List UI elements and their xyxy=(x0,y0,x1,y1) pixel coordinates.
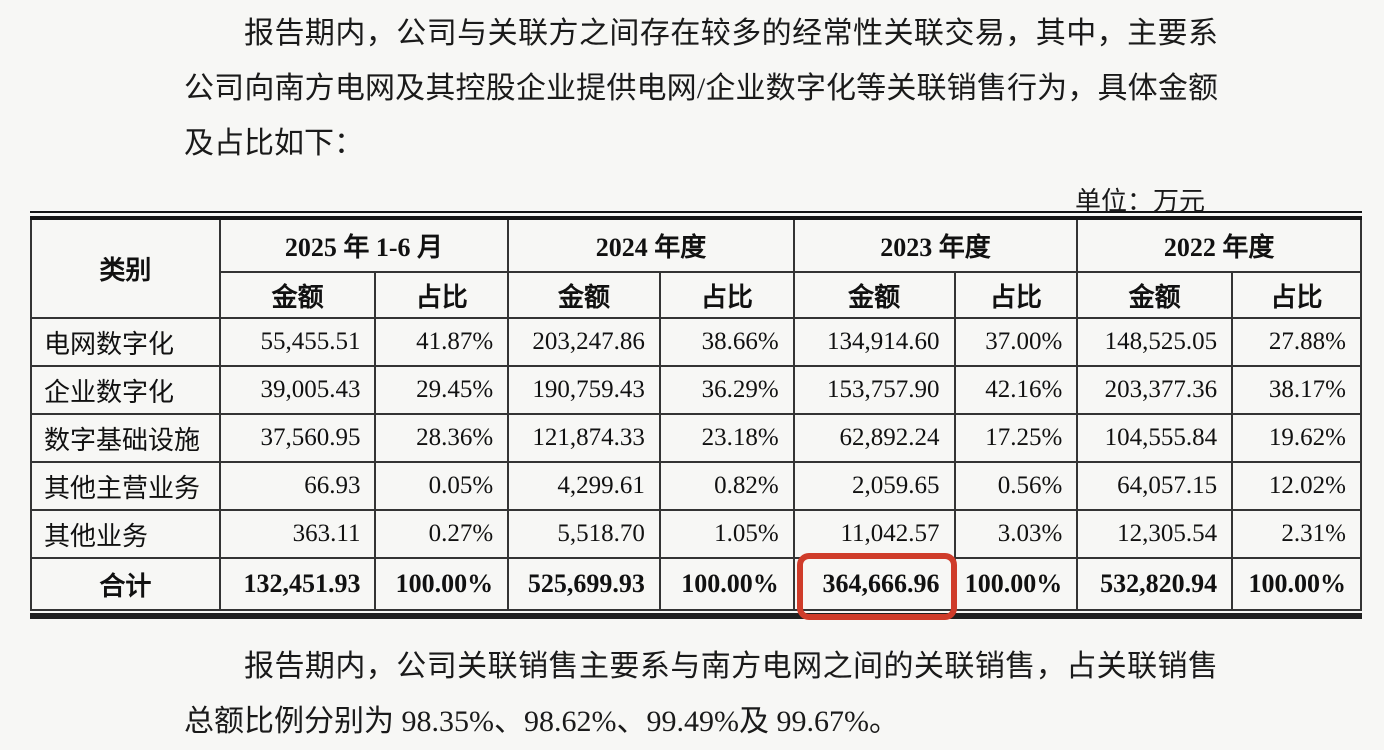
intro-line-1: 报告期内，公司与关联方之间存在较多的经常性关联交易，其中，主要系 xyxy=(244,17,1218,50)
amount-cell: 190,759.43 xyxy=(507,365,661,415)
ratio-cell: 2.31% xyxy=(1231,509,1362,559)
header-amount-2022: 金额 xyxy=(1076,271,1234,319)
amount-cell: 62,892.24 xyxy=(792,413,956,463)
ratio-cell: 12.02% xyxy=(1231,461,1362,511)
header-ratio-2022: 占比 xyxy=(1231,271,1362,319)
footer-paragraph: 报告期内，公司关联销售主要系与南方电网之间的关联销售，占关联销售 总额比例分别为… xyxy=(184,639,1218,749)
ratio-cell: 41.87% xyxy=(374,317,510,367)
amount-cell: 4,299.61 xyxy=(507,461,661,511)
header-period-2025h1: 2025 年 1-6 月 xyxy=(218,220,510,273)
table-row-grid-digitalization: 电网数字化 55,455.51 41.87% 203,247.86 38.66%… xyxy=(30,317,1362,367)
amount-cell: 104,555.84 xyxy=(1076,413,1234,463)
amount-cell: 12,305.54 xyxy=(1076,509,1234,559)
ratio-cell: 29.45% xyxy=(374,365,510,415)
amount-cell: 203,247.86 xyxy=(507,317,661,367)
table-bottom-rule-thick xyxy=(30,613,1362,619)
amount-cell: 55,455.51 xyxy=(218,317,377,367)
category-cell: 合计 xyxy=(30,557,221,611)
ratio-cell: 36.29% xyxy=(658,365,795,415)
header-ratio-2023: 占比 xyxy=(953,271,1079,319)
header-amount-2023: 金额 xyxy=(792,271,956,319)
table-top-rule-thick xyxy=(30,216,1362,220)
ratio-cell: 28.36% xyxy=(374,413,510,463)
related-sales-table: 类别 2025 年 1-6 月 2024 年度 2023 年度 2022 年度 … xyxy=(30,211,1362,620)
amount-cell: 153,757.90 xyxy=(792,365,956,415)
ratio-cell: 19.62% xyxy=(1231,413,1362,463)
header-period-2023: 2023 年度 xyxy=(792,220,1079,273)
ratio-cell: 37.00% xyxy=(953,317,1079,367)
table-row-other-main-business: 其他主营业务 66.93 0.05% 4,299.61 0.82% 2,059.… xyxy=(30,461,1362,511)
category-cell: 数字基础设施 xyxy=(30,413,221,463)
amount-cell: 532,820.94 xyxy=(1076,557,1234,611)
amount-cell: 66.93 xyxy=(218,461,377,511)
ratio-cell: 100.00% xyxy=(953,557,1079,611)
footer-line-1: 报告期内，公司关联销售主要系与南方电网之间的关联销售，占关联销售 xyxy=(244,650,1218,683)
intro-line-2: 公司向南方电网及其控股企业提供电网/企业数字化等关联销售行为，具体金额 xyxy=(184,72,1218,105)
amount-cell: 37,560.95 xyxy=(218,413,377,463)
table-top-rule-thin xyxy=(30,211,1362,213)
ratio-cell: 38.66% xyxy=(658,317,795,367)
amount-cell: 64,057.15 xyxy=(1076,461,1234,511)
table-row-total: 合计 132,451.93 100.00% 525,699.93 100.00%… xyxy=(30,553,1362,620)
table-row-other-business: 其他业务 363.11 0.27% 5,518.70 1.05% 11,042.… xyxy=(30,509,1362,559)
ratio-cell: 100.00% xyxy=(374,557,510,611)
ratio-cell: 0.27% xyxy=(374,509,510,559)
ratio-cell: 0.56% xyxy=(953,461,1079,511)
amount-cell: 132,451.93 xyxy=(218,557,377,611)
ratio-cell: 27.88% xyxy=(1231,317,1362,367)
amount-cell: 121,874.33 xyxy=(507,413,661,463)
unit-label: 单位：万元 xyxy=(1074,187,1205,216)
table-row-enterprise-digitalization: 企业数字化 39,005.43 29.45% 190,759.43 36.29%… xyxy=(30,365,1362,415)
header-amount-2024: 金额 xyxy=(507,271,661,319)
ratio-cell: 0.05% xyxy=(374,461,510,511)
data-table: 类别 2025 年 1-6 月 2024 年度 2023 年度 2022 年度 … xyxy=(30,220,1362,620)
category-cell: 企业数字化 xyxy=(30,365,221,415)
ratio-cell: 38.17% xyxy=(1231,365,1362,415)
category-cell: 其他业务 xyxy=(30,509,221,559)
ratio-cell: 3.03% xyxy=(953,509,1079,559)
amount-cell: 39,005.43 xyxy=(218,365,377,415)
header-row-periods: 类别 2025 年 1-6 月 2024 年度 2023 年度 2022 年度 xyxy=(30,220,1362,319)
header-row-subheaders: 金额 占比 金额 占比 金额 占比 金额 占比 xyxy=(31,271,1362,319)
amount-cell: 203,377.36 xyxy=(1076,365,1234,415)
header-ratio-2025h1: 占比 xyxy=(374,271,510,319)
intro-paragraph: 报告期内，公司与关联方之间存在较多的经常性关联交易，其中，主要系 公司向南方电网… xyxy=(184,6,1218,171)
highlighted-amount-cell: 364,666.96 xyxy=(792,553,957,620)
header-period-2024: 2024 年度 xyxy=(507,220,795,273)
intro-line-3: 及占比如下： xyxy=(184,127,364,160)
amount-cell: 525,699.93 xyxy=(507,557,661,611)
header-ratio-2024: 占比 xyxy=(658,271,795,319)
amount-cell: 11,042.57 xyxy=(792,509,956,559)
amount-cell: 134,914.60 xyxy=(792,317,956,367)
amount-cell: 148,525.05 xyxy=(1076,317,1234,367)
table-row-digital-infrastructure: 数字基础设施 37,560.95 28.36% 121,874.33 23.18… xyxy=(30,413,1362,463)
ratio-cell: 100.00% xyxy=(1231,557,1362,611)
category-cell: 电网数字化 xyxy=(30,317,221,367)
ratio-cell: 23.18% xyxy=(658,413,795,463)
category-cell: 其他主营业务 xyxy=(30,461,221,511)
ratio-cell: 17.25% xyxy=(953,413,1079,463)
unit-row: 单位：万元 xyxy=(0,181,1205,216)
ratio-cell: 1.05% xyxy=(658,509,795,559)
ratio-cell: 42.16% xyxy=(953,365,1079,415)
header-period-2022: 2022 年度 xyxy=(1076,220,1362,273)
highlighted-value: 364,666.96 xyxy=(822,569,940,598)
footer-line-2: 总额比例分别为 98.35%、98.62%、99.49%及 99.67%。 xyxy=(184,705,899,738)
ratio-cell: 100.00% xyxy=(658,557,795,611)
amount-cell: 5,518.70 xyxy=(507,509,661,559)
amount-cell: 2,059.65 xyxy=(792,461,956,511)
ratio-cell: 0.82% xyxy=(658,461,795,511)
amount-cell: 363.11 xyxy=(218,509,377,559)
header-category: 类别 xyxy=(30,220,221,319)
header-amount-2025h1: 金额 xyxy=(218,271,377,319)
